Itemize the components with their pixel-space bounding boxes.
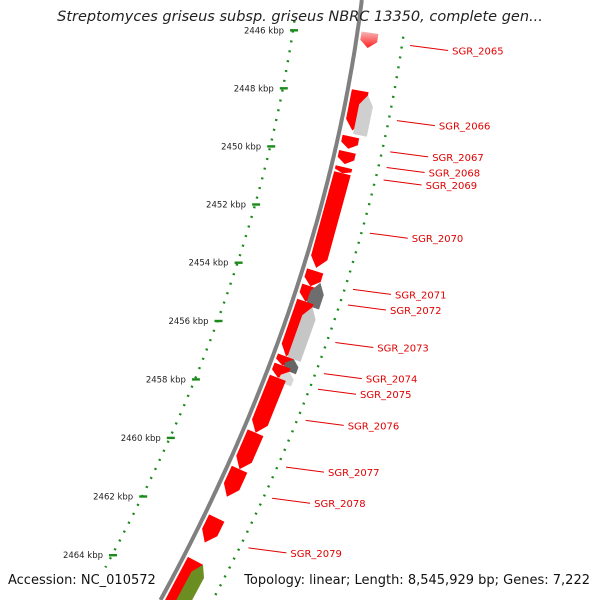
ruler-track bbox=[104, 20, 296, 568]
ruler-tick-label: 2448 kbp bbox=[234, 84, 274, 94]
gene-label[interactable]: SGR_2068 bbox=[429, 169, 481, 180]
genes-value: 7,222 bbox=[552, 573, 590, 588]
gene-label[interactable]: SGR_2072 bbox=[390, 306, 442, 317]
gene-label-leader bbox=[335, 342, 374, 348]
gene-label-leader bbox=[386, 167, 425, 173]
gene-sgr-2077-inner[interactable] bbox=[236, 429, 264, 470]
length-value: 8,545,929 bp bbox=[407, 573, 495, 588]
gene-sgr-2076-inner[interactable] bbox=[252, 374, 286, 433]
ruler-tick-label: 2450 kbp bbox=[221, 142, 261, 152]
gene-sgr-2079-inner[interactable] bbox=[202, 514, 225, 543]
gene-label[interactable]: SGR_2077 bbox=[328, 468, 380, 479]
ruler-tick-label: 2460 kbp bbox=[121, 434, 161, 444]
accession-label: Accession: bbox=[8, 573, 77, 588]
gene-label[interactable]: SGR_2067 bbox=[432, 153, 484, 164]
gene-unnamed-outer[interactable] bbox=[168, 564, 205, 600]
topology-value: linear bbox=[309, 573, 346, 588]
topology-label: Topology: bbox=[244, 573, 306, 588]
genes-label: Genes: bbox=[503, 573, 549, 588]
ruler-tick-label: 2464 kbp bbox=[63, 551, 103, 561]
gene-label[interactable]: SGR_2075 bbox=[360, 390, 412, 401]
ruler-tick-label: 2456 kbp bbox=[168, 317, 208, 327]
gene-label[interactable]: SGR_2066 bbox=[439, 122, 491, 133]
gene-label-leader bbox=[248, 547, 287, 554]
gene-label[interactable]: SGR_2071 bbox=[395, 290, 447, 301]
gene-label-leader bbox=[285, 466, 325, 473]
gene-label[interactable]: SGR_2073 bbox=[377, 344, 429, 355]
gene-label[interactable]: SGR_2076 bbox=[348, 421, 400, 432]
ruler-tick-label: 2458 kbp bbox=[146, 375, 186, 385]
gene-sgr-2069-inner[interactable] bbox=[334, 165, 353, 174]
gene-sgr-2067-inner[interactable] bbox=[341, 134, 360, 149]
gene-label-leader bbox=[410, 45, 449, 51]
accession-value[interactable]: NC_010572 bbox=[80, 573, 156, 588]
gene-label-leader bbox=[396, 120, 435, 127]
gene-sgr-2066-outer[interactable] bbox=[353, 95, 373, 137]
gene-label-leader bbox=[383, 179, 422, 186]
gene-label-leader bbox=[369, 232, 408, 239]
gene-unnamed-inner[interactable] bbox=[164, 556, 203, 600]
genome-summary: Topology: linear; Length: 8,545,929 bp; … bbox=[240, 573, 590, 588]
accession-info: Accession: NC_010572 bbox=[8, 573, 160, 588]
gene-sgr-2073-outer[interactable] bbox=[287, 307, 316, 362]
gene-label[interactable]: SGR_2078 bbox=[314, 499, 366, 510]
gene-label-leader bbox=[390, 151, 429, 158]
gene-label-leader bbox=[305, 419, 344, 426]
ruler-tick-label: 2462 kbp bbox=[93, 493, 133, 503]
gene-sgr-2078-inner[interactable] bbox=[223, 465, 248, 497]
gene-sgr-2070-inner[interactable] bbox=[311, 171, 351, 268]
gene-label[interactable]: SGR_2070 bbox=[412, 234, 464, 245]
gene-label-leader bbox=[272, 497, 311, 504]
chromosome-backbone bbox=[158, 0, 364, 600]
gene-label[interactable]: SGR_2079 bbox=[290, 549, 342, 560]
gene-label[interactable]: SGR_2065 bbox=[452, 47, 504, 58]
ruler-tick-label: 2452 kbp bbox=[206, 201, 246, 211]
ruler-tick-label: 2446 kbp bbox=[244, 26, 284, 36]
gene-sgr-2065-inner[interactable] bbox=[360, 31, 379, 49]
gene-sgr-2071-inner[interactable] bbox=[304, 268, 324, 287]
ruler-tick-label: 2454 kbp bbox=[189, 259, 229, 269]
gene-label-leader bbox=[352, 288, 392, 295]
gene-label-leader bbox=[317, 388, 357, 395]
gene-label-leader bbox=[323, 373, 362, 380]
outer-track bbox=[211, 36, 405, 600]
gene-sgr-2068-inner[interactable] bbox=[337, 150, 356, 165]
gene-label[interactable]: SGR_2074 bbox=[366, 375, 418, 386]
gene-label[interactable]: SGR_2069 bbox=[426, 181, 478, 192]
gene-sgr-2072-outer[interactable] bbox=[305, 282, 324, 310]
length-label: Length: bbox=[354, 573, 404, 588]
gene-label-leader bbox=[347, 304, 387, 311]
map-title: Streptomyces griseus subsp. griseus NBRC… bbox=[57, 9, 543, 25]
